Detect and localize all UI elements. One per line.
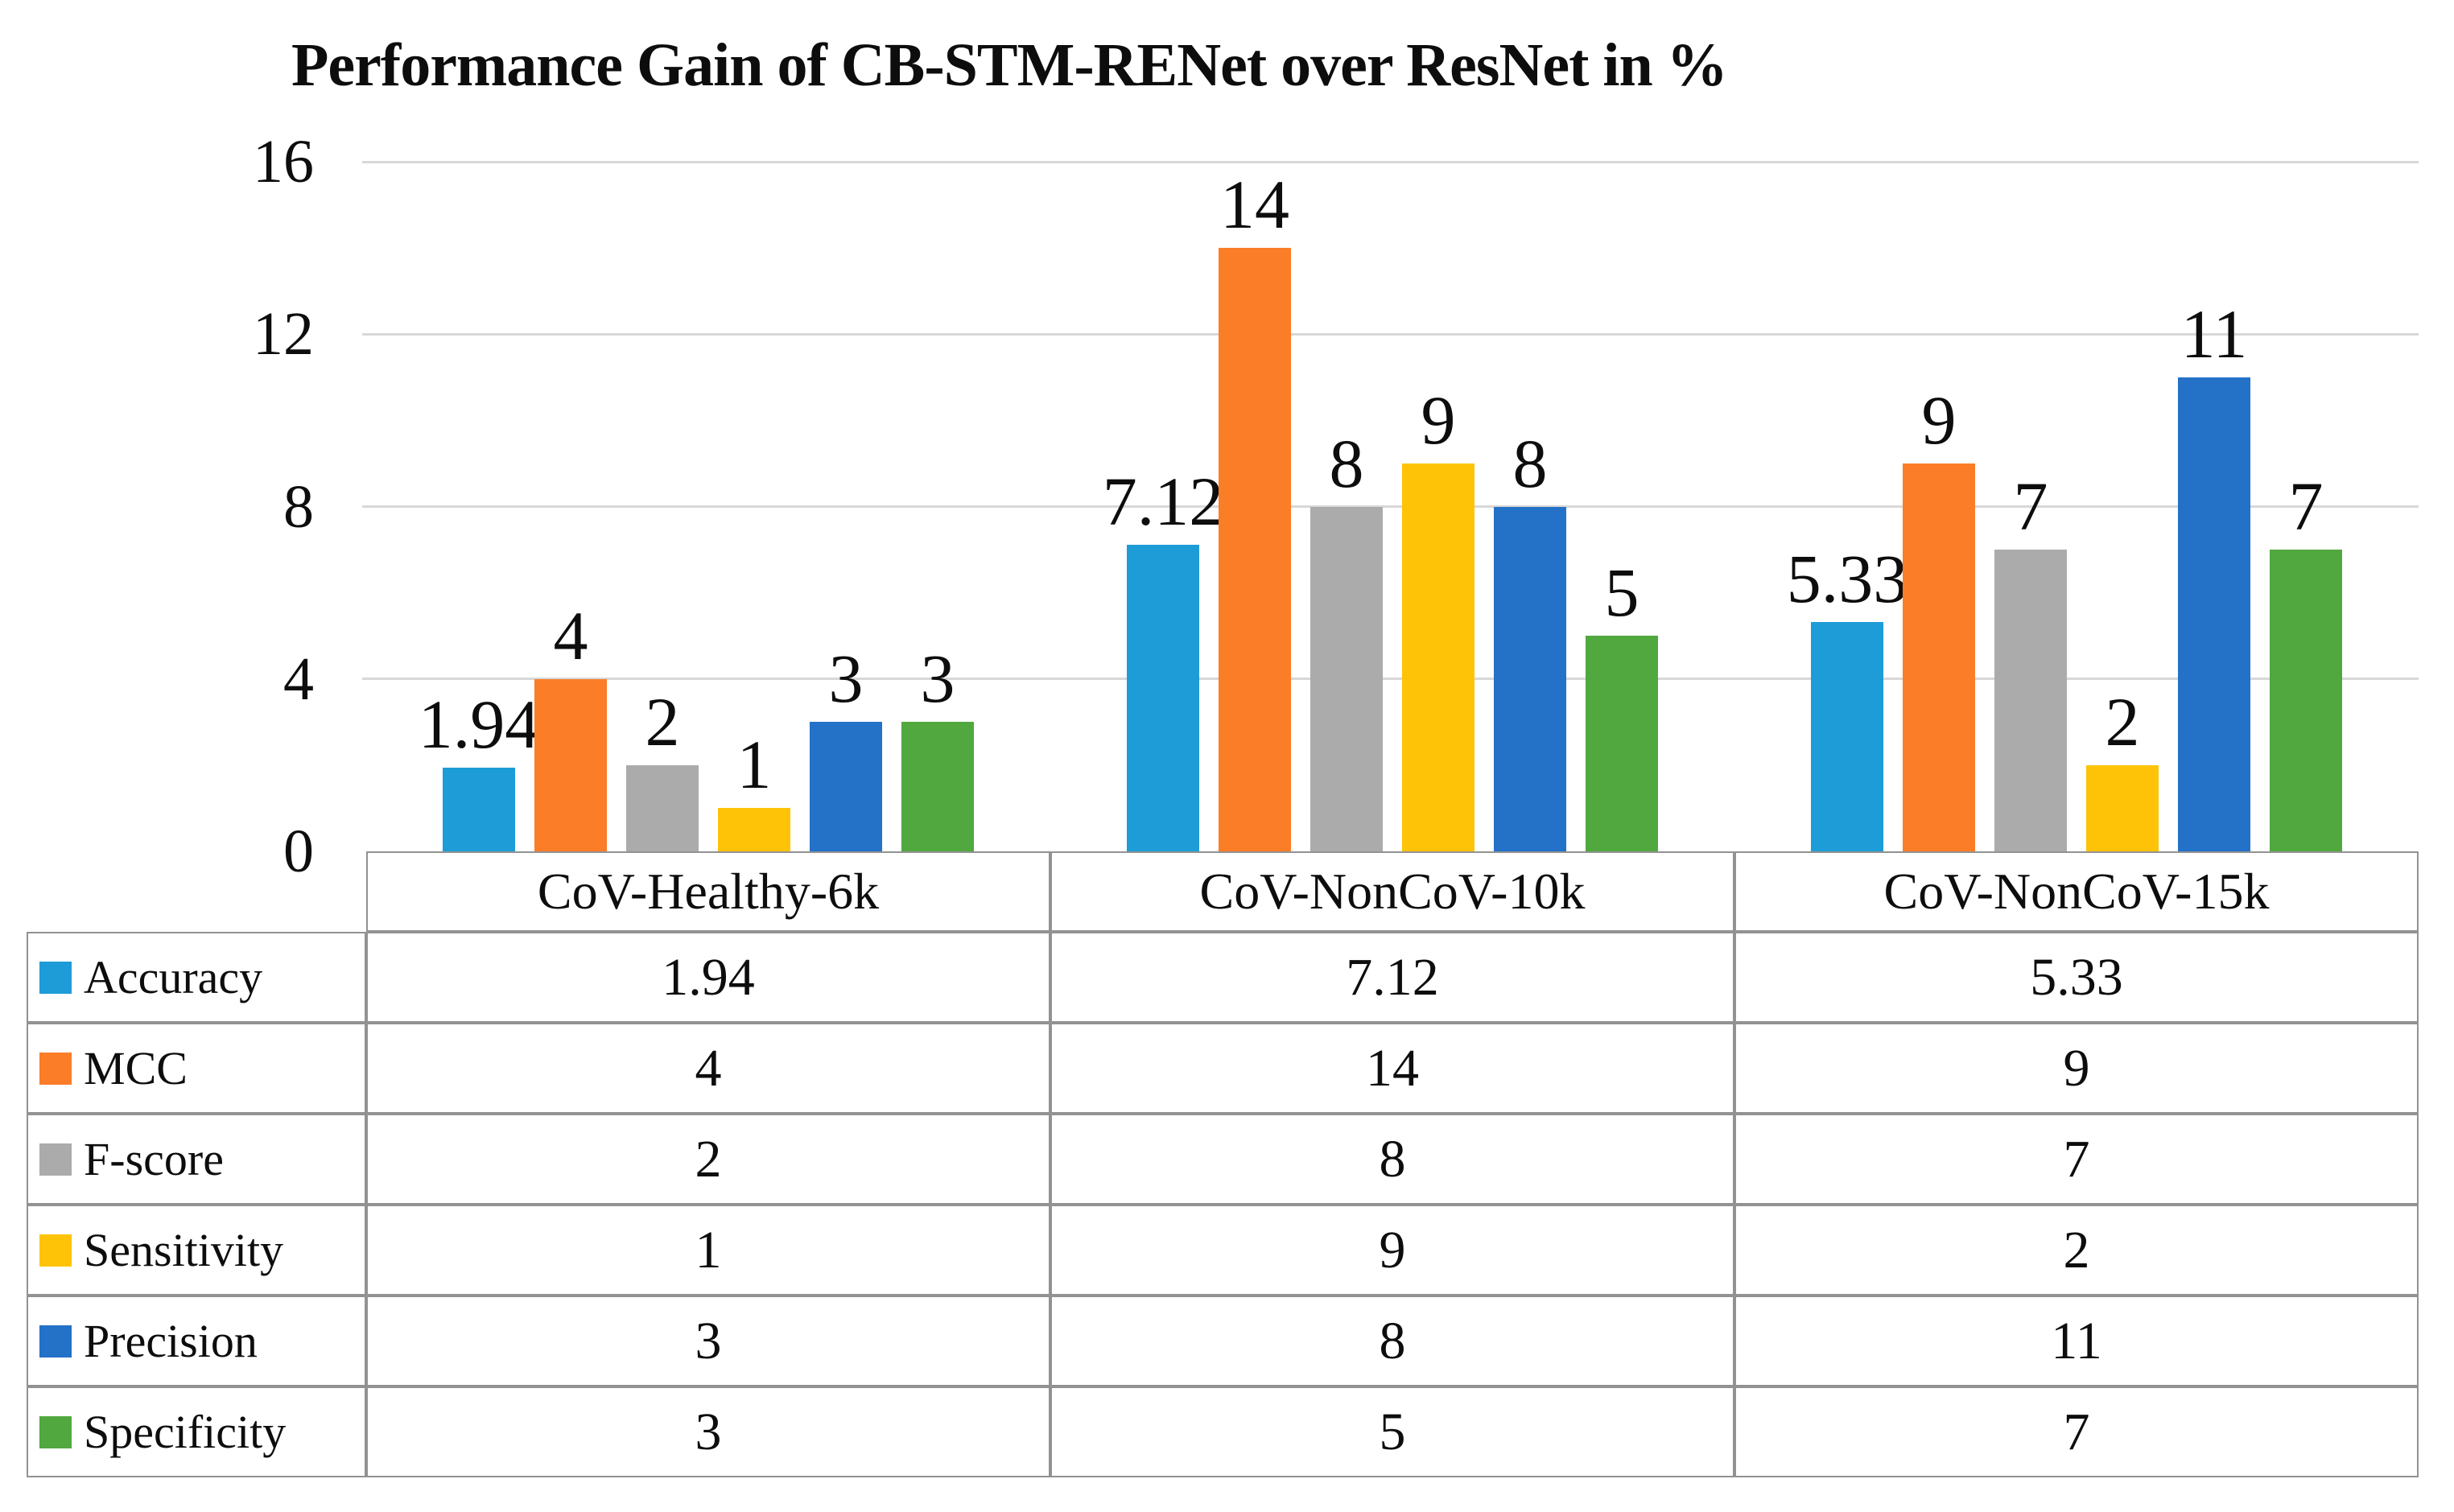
- legend-cell-f-score: F-score: [27, 1114, 366, 1205]
- table-value-cell-sensitivity-cov-healthy-6k: 1: [366, 1205, 1050, 1296]
- bar-value-label-sensitivity-cov-noncov-15k: 2: [2105, 682, 2140, 760]
- table-value-cell-precision-cov-noncov-10k: 8: [1050, 1296, 1734, 1386]
- bar-sensitivity-cov-noncov-10k: [1402, 463, 1474, 851]
- table-value-cell-mcc-cov-noncov-15k: 9: [1734, 1023, 2419, 1114]
- legend-cell-sensitivity: Sensitivity: [27, 1205, 366, 1296]
- table-value-cell-accuracy-cov-noncov-15k: 5.33: [1734, 932, 2419, 1023]
- bar-value-label-mcc-cov-noncov-15k: 9: [1921, 381, 1957, 459]
- gridline-y-8: [362, 505, 2419, 508]
- bar-accuracy-cov-healthy-6k: [443, 768, 515, 851]
- legend-cell-accuracy: Accuracy: [27, 932, 366, 1023]
- bar-precision-cov-healthy-6k: [810, 722, 882, 851]
- table-value-cell-f-score-cov-noncov-15k: 7: [1734, 1114, 2419, 1205]
- legend-label-precision: Precision: [84, 1315, 258, 1367]
- table-value-cell-f-score-cov-healthy-6k: 2: [366, 1114, 1050, 1205]
- table-value-cell-f-score-cov-noncov-10k: 8: [1050, 1114, 1734, 1205]
- table-value-cell-precision-cov-noncov-15k: 11: [1734, 1296, 2419, 1386]
- table-value-cell-accuracy-cov-noncov-10k: 7.12: [1050, 932, 1734, 1023]
- bar-value-label-accuracy-cov-noncov-10k: 7.12: [1102, 462, 1224, 540]
- legend-label-sensitivity: Sensitivity: [84, 1224, 284, 1276]
- gridline-y-16: [362, 160, 2419, 163]
- bar-value-label-f-score-cov-healthy-6k: 2: [645, 682, 680, 760]
- table-header-cell-cov-noncov-10k: CoV-NonCoV-10k: [1050, 851, 1734, 932]
- bar-value-label-precision-cov-noncov-10k: 8: [1512, 424, 1548, 502]
- bar-value-label-precision-cov-noncov-15k: 11: [2180, 295, 2248, 373]
- specificity-legend-swatch-icon: [39, 1415, 72, 1448]
- bar-value-label-specificity-cov-noncov-15k: 7: [2288, 468, 2324, 546]
- table-header-cell-cov-noncov-15k: CoV-NonCoV-15k: [1734, 851, 2419, 932]
- bar-mcc-cov-healthy-6k: [534, 678, 607, 851]
- table-value-cell-mcc-cov-healthy-6k: 4: [366, 1023, 1050, 1114]
- bar-f-score-cov-healthy-6k: [626, 764, 699, 851]
- table-value-cell-mcc-cov-noncov-10k: 14: [1050, 1023, 1734, 1114]
- y-axis-tick-label-16: 16: [253, 128, 314, 196]
- bar-value-label-f-score-cov-noncov-15k: 7: [2013, 468, 2048, 546]
- chart-title: Performance Gain of CB-STM-RENet over Re…: [291, 31, 1728, 99]
- bar-value-label-specificity-cov-noncov-10k: 5: [1604, 554, 1639, 632]
- bar-specificity-cov-noncov-10k: [1586, 636, 1658, 851]
- table-header-cell-cov-healthy-6k: CoV-Healthy-6k: [366, 851, 1050, 932]
- f-score-legend-swatch-icon: [39, 1143, 72, 1176]
- bar-value-label-accuracy-cov-healthy-6k: 1.94: [418, 686, 540, 764]
- legend-cell-mcc: MCC: [27, 1023, 366, 1114]
- bar-mcc-cov-noncov-15k: [1903, 463, 1975, 851]
- bar-f-score-cov-noncov-10k: [1310, 506, 1383, 851]
- table-value-cell-accuracy-cov-healthy-6k: 1.94: [366, 932, 1050, 1023]
- legend-cell-specificity: Specificity: [27, 1386, 366, 1477]
- y-axis-tick-label-8: 8: [283, 472, 314, 541]
- bar-specificity-cov-healthy-6k: [901, 722, 974, 851]
- bar-f-score-cov-noncov-15k: [1994, 550, 2067, 851]
- legend-label-mcc: MCC: [84, 1042, 188, 1094]
- legend-label-accuracy: Accuracy: [84, 951, 263, 1003]
- bar-sensitivity-cov-healthy-6k: [718, 808, 790, 851]
- sensitivity-legend-swatch-icon: [39, 1234, 72, 1267]
- bar-specificity-cov-noncov-15k: [2270, 550, 2342, 851]
- gridline-y-4: [362, 678, 2419, 681]
- bar-value-label-mcc-cov-healthy-6k: 4: [553, 596, 588, 674]
- bar-value-label-precision-cov-healthy-6k: 3: [828, 640, 864, 718]
- legend-label-specificity: Specificity: [84, 1406, 287, 1458]
- table-value-cell-sensitivity-cov-noncov-15k: 2: [1734, 1205, 2419, 1296]
- bar-value-label-mcc-cov-noncov-10k: 14: [1220, 166, 1289, 244]
- y-axis-tick-label-12: 12: [253, 300, 314, 369]
- bar-accuracy-cov-noncov-15k: [1811, 621, 1883, 851]
- table-corner-spacer: [27, 851, 366, 932]
- gridline-y-12: [362, 332, 2419, 336]
- table-value-cell-sensitivity-cov-noncov-10k: 9: [1050, 1205, 1734, 1296]
- chart-data-table: CoV-Healthy-6k CoV-NonCoV-10k CoV-NonCoV-1…: [27, 851, 2419, 1477]
- precision-legend-swatch-icon: [39, 1325, 72, 1358]
- table-value-cell-specificity-cov-noncov-10k: 5: [1050, 1386, 1734, 1477]
- table-value-cell-specificity-cov-noncov-15k: 7: [1734, 1386, 2419, 1477]
- bar-precision-cov-noncov-10k: [1494, 506, 1566, 851]
- table-value-cell-specificity-cov-healthy-6k: 3: [366, 1386, 1050, 1477]
- legend-cell-precision: Precision: [27, 1296, 366, 1386]
- bar-accuracy-cov-noncov-10k: [1127, 544, 1199, 851]
- y-axis-tick-label-0: 0: [283, 818, 314, 885]
- legend-label-f-score: F-score: [84, 1133, 224, 1185]
- bar-value-label-specificity-cov-healthy-6k: 3: [920, 640, 955, 718]
- bar-value-label-accuracy-cov-noncov-15k: 5.33: [1786, 539, 1908, 617]
- bar-value-label-sensitivity-cov-healthy-6k: 1: [736, 726, 772, 804]
- accuracy-legend-swatch-icon: [39, 961, 72, 994]
- bar-mcc-cov-noncov-10k: [1219, 248, 1291, 851]
- y-axis-tick-label-4: 4: [283, 645, 314, 713]
- bar-precision-cov-noncov-15k: [2178, 377, 2250, 851]
- bar-value-label-f-score-cov-noncov-10k: 8: [1329, 424, 1364, 502]
- bar-value-label-sensitivity-cov-noncov-10k: 9: [1421, 381, 1456, 459]
- bar-sensitivity-cov-noncov-15k: [2086, 764, 2159, 851]
- mcc-legend-swatch-icon: [39, 1052, 72, 1085]
- table-value-cell-precision-cov-healthy-6k: 3: [366, 1296, 1050, 1386]
